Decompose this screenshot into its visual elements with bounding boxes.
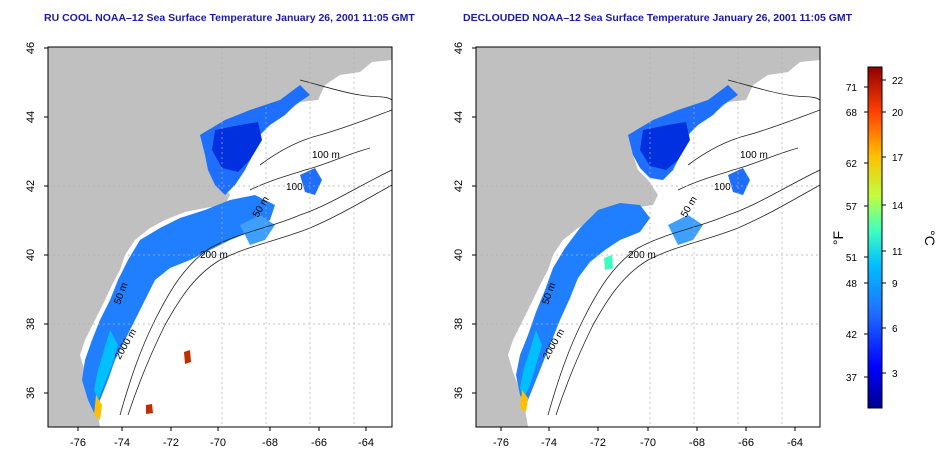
map-title-right: DECLOUDED NOAA–12 Sea Surface Temperatur… <box>463 12 853 24</box>
colorbar-c-tick: 20 <box>892 108 904 119</box>
x-tick-label: -76 <box>70 437 86 449</box>
map-frame <box>47 46 393 428</box>
sst-coastal-warm-south <box>520 390 528 412</box>
sst-shelf-band <box>82 195 275 415</box>
x-tick-label: -76 <box>493 437 509 449</box>
y-tick-label: 40 <box>453 249 465 261</box>
x-tick-label: -64 <box>358 437 374 449</box>
graticule <box>48 47 392 427</box>
x-tick-label: -72 <box>163 437 179 449</box>
colorbar-c-tick: 11 <box>892 247 903 258</box>
x-tick-label: -70 <box>640 437 656 449</box>
colorbar-f-tick: 68 <box>846 108 858 119</box>
y-tick-label: 36 <box>453 387 465 399</box>
colorbar-c-tick: 3 <box>892 369 898 380</box>
contour-label: 200 m <box>200 250 228 261</box>
y-tick-label: 36 <box>25 387 37 399</box>
sst-warm-spot <box>184 350 191 364</box>
colorbar-f-tick: 37 <box>846 373 858 384</box>
y-tick-label: 38 <box>25 318 37 330</box>
colorbar-f-tick: 71 <box>846 83 858 94</box>
contour-label: 100 m <box>740 150 768 161</box>
bathymetry-contours <box>547 79 820 416</box>
graticule <box>476 47 820 427</box>
bathymetry-contours <box>119 79 392 416</box>
colorbar-c-tick: 6 <box>892 324 898 335</box>
sst-gulf-of-maine-deep <box>212 122 262 172</box>
y-tick-label: 46 <box>453 42 465 54</box>
y-tick-label: 44 <box>25 111 37 123</box>
sst-scotian-shelf <box>300 168 322 195</box>
colorbar-gradient <box>867 66 883 409</box>
x-tick-label: -72 <box>590 437 606 449</box>
map-panel-left: 100 m 100 50 m 200 m 50 m 2000 m 36 38 4… <box>25 42 393 449</box>
contour-label: 100 m <box>312 150 340 161</box>
y-tick-label: 44 <box>453 111 465 123</box>
x-tick-label: -68 <box>689 437 705 449</box>
sst-warm-spot-2 <box>146 404 153 414</box>
colorbar-f-unit: °F <box>830 231 846 245</box>
contour-label: 100 <box>286 182 303 193</box>
colorbar-c-tick: 17 <box>892 153 904 164</box>
sst-coastal-warm <box>520 330 542 398</box>
y-tick-label: 46 <box>25 42 37 54</box>
land-mass <box>476 47 820 427</box>
sst-coastal-warm-south <box>94 395 102 420</box>
x-tick-label: -64 <box>787 437 803 449</box>
colorbar-f-tick: 48 <box>846 279 858 290</box>
land-mass <box>48 47 392 427</box>
x-tick-label: -70 <box>210 437 226 449</box>
sst-gulf-of-maine-deep <box>640 122 690 170</box>
colorbar-c-tick: 14 <box>892 201 904 212</box>
x-tick-label: -74 <box>114 437 130 449</box>
map-title-left: RU COOL NOAA–12 Sea Surface Temperature … <box>44 12 415 24</box>
x-tick-label: -66 <box>311 437 327 449</box>
colorbar: 71 68 62 57 51 48 42 37 22 20 17 14 11 9… <box>830 66 938 409</box>
colorbar-f-tick: 51 <box>846 253 858 264</box>
y-tick-label: 38 <box>453 318 465 330</box>
colorbar-f-tick: 62 <box>846 159 858 170</box>
sst-scotian-shelf <box>728 168 750 195</box>
y-tick-label: 42 <box>453 180 465 192</box>
x-tick-label: -74 <box>541 437 557 449</box>
colorbar-f-tick: 57 <box>846 202 858 213</box>
y-tick-label: 40 <box>25 249 37 261</box>
colorbar-c-unit: °C <box>922 230 938 246</box>
contour-label: 100 <box>714 182 731 193</box>
colorbar-c-tick: 22 <box>892 76 904 87</box>
y-tick-label: 42 <box>25 180 37 192</box>
x-tick-label: -68 <box>262 437 278 449</box>
map-panel-right: 100 m 100 50 m 200 m 50 m 2000 m 36 38 4… <box>453 42 821 449</box>
colorbar-f-tick: 42 <box>846 330 858 341</box>
colorbar-c-tick: 9 <box>892 279 898 290</box>
sst-coastal-warm <box>94 330 118 400</box>
contour-label: 200 m <box>628 250 656 261</box>
x-tick-label: -66 <box>738 437 754 449</box>
sst-shelf-edge-warm <box>604 255 613 270</box>
